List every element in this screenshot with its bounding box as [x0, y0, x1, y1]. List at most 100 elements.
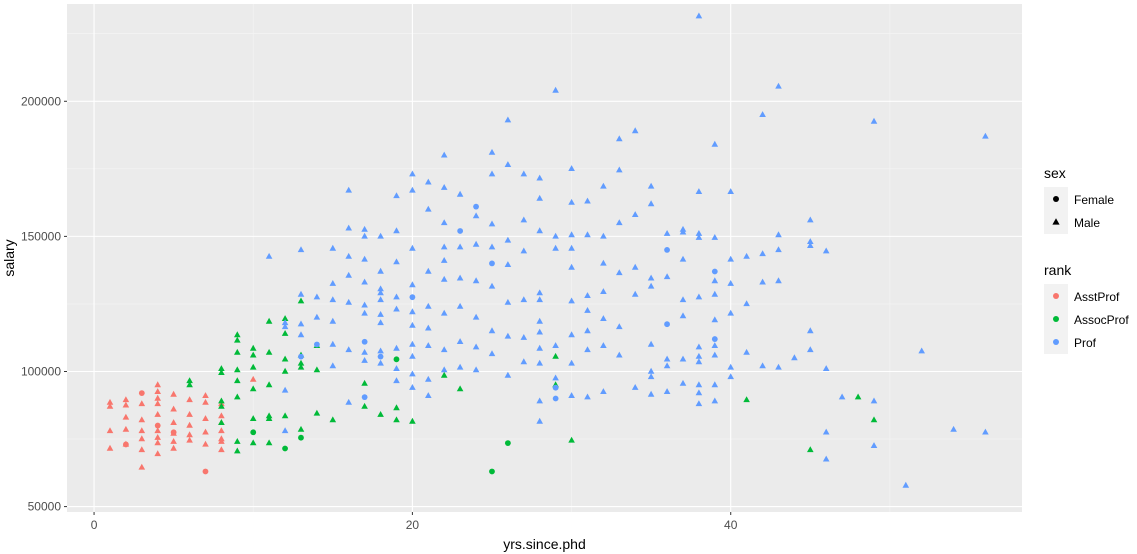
point-assocprof — [265, 415, 273, 421]
point-prof — [345, 398, 352, 405]
point-prof — [568, 297, 575, 304]
data-points — [106, 12, 989, 488]
point-prof — [711, 268, 718, 275]
point-prof — [329, 340, 337, 347]
point-prof — [759, 278, 766, 285]
point-prof — [950, 425, 957, 432]
point-prof — [377, 267, 384, 274]
point-prof — [473, 203, 479, 210]
point-prof — [488, 170, 496, 177]
point-prof — [377, 359, 384, 366]
point-prof — [409, 352, 416, 359]
point-prof — [536, 344, 543, 351]
point-assocprof — [249, 363, 257, 370]
point-prof — [663, 388, 671, 394]
point-asstprof — [154, 394, 161, 401]
point-prof — [409, 340, 416, 347]
point-assocprof — [249, 351, 257, 358]
point-prof — [568, 359, 575, 366]
point-prof — [504, 236, 512, 243]
point-prof — [297, 331, 305, 338]
point-prof — [440, 366, 448, 373]
point-prof — [600, 259, 607, 266]
point-prof — [440, 151, 448, 158]
point-prof — [345, 186, 352, 193]
point-prof — [297, 290, 305, 297]
point-asstprof — [154, 427, 161, 434]
point-prof — [536, 317, 543, 324]
point-prof — [409, 384, 416, 390]
point-prof — [775, 231, 782, 238]
point-prof — [425, 375, 432, 382]
point-prof — [647, 390, 655, 397]
point-prof — [663, 230, 671, 236]
y-tick-label: 100000 — [21, 364, 61, 378]
point-prof — [377, 319, 384, 326]
point-prof — [631, 127, 639, 134]
point-asstprof — [186, 421, 193, 428]
point-prof — [552, 374, 559, 381]
point-assocprof — [218, 397, 225, 404]
point-prof — [711, 351, 719, 358]
point-prof — [297, 246, 305, 253]
point-assocprof — [854, 393, 862, 400]
point-prof — [520, 296, 528, 303]
point-prof — [918, 347, 925, 354]
point-prof — [456, 190, 464, 197]
point-prof — [520, 216, 528, 223]
point-prof — [791, 354, 798, 361]
point-prof — [679, 228, 687, 235]
point-asstprof — [138, 463, 146, 470]
point-assocprof — [313, 409, 321, 416]
point-prof — [695, 343, 703, 350]
legend-rank: rank AsstProf AssocProf Prof — [1044, 262, 1129, 354]
point-prof — [822, 247, 830, 254]
point-assocprof — [282, 445, 288, 452]
point-assocprof — [234, 447, 241, 454]
point-asstprof — [202, 428, 209, 435]
point-prof — [664, 321, 670, 328]
x-tick-label: 20 — [406, 518, 420, 532]
point-assocprof — [393, 356, 400, 363]
point-prof — [647, 200, 655, 207]
point-prof — [807, 216, 814, 223]
point-prof — [743, 300, 750, 307]
point-prof — [313, 341, 320, 348]
point-prof — [807, 238, 814, 244]
legend-prof-label: Prof — [1074, 336, 1097, 350]
point-assocprof — [265, 317, 273, 324]
point-asstprof — [138, 416, 146, 423]
point-prof — [727, 255, 734, 262]
point-prof — [313, 293, 321, 300]
legend-assocprof-swatch — [1053, 316, 1059, 322]
point-prof — [663, 273, 671, 280]
point-prof — [393, 377, 400, 384]
point-prof — [727, 363, 734, 370]
point-asstprof — [202, 440, 209, 447]
point-prof — [345, 298, 352, 305]
point-prof — [456, 274, 464, 281]
point-prof — [870, 117, 878, 124]
point-prof — [711, 336, 718, 342]
point-prof — [807, 327, 814, 334]
point-prof — [425, 342, 432, 348]
point-prof — [504, 332, 512, 339]
point-prof — [504, 261, 512, 267]
point-asstprof — [218, 427, 225, 434]
point-prof — [568, 392, 575, 398]
point-prof — [361, 225, 368, 232]
point-assocprof — [249, 439, 257, 446]
point-prof — [775, 82, 782, 89]
point-prof — [472, 313, 480, 320]
legend-sex-male-label: Male — [1074, 216, 1100, 230]
point-prof — [727, 280, 734, 286]
point-prof — [647, 340, 655, 347]
point-assocprof — [249, 344, 257, 351]
point-prof — [759, 111, 766, 117]
point-prof — [488, 327, 496, 334]
point-prof — [409, 281, 416, 288]
point-asstprof — [138, 400, 146, 407]
point-prof — [616, 135, 623, 142]
point-prof — [377, 311, 384, 317]
point-prof — [393, 293, 400, 300]
